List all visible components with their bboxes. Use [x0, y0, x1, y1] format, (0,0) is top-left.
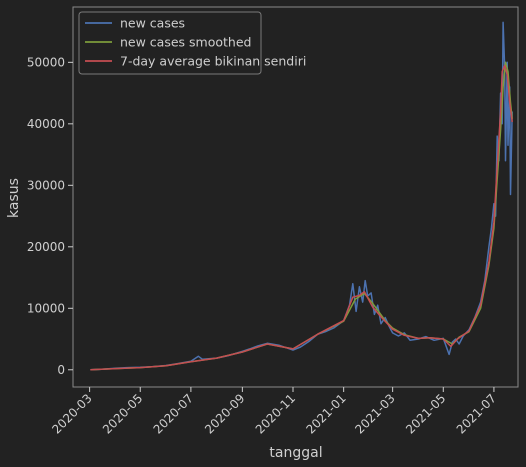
axes-frame: [72, 6, 519, 388]
y-tick-label: 50000: [27, 55, 65, 69]
legend-label: 7-day average bikinan sendiri: [120, 54, 306, 69]
y-tick-label: 0: [57, 363, 65, 377]
y-tick-label: 10000: [27, 301, 65, 315]
series-line-7-day-average-bikinan-sendiri: [90, 64, 513, 371]
y-tick-label: 20000: [27, 240, 65, 254]
x-axis-label: tanggal: [269, 445, 322, 461]
legend-label: new cases: [120, 16, 185, 31]
y-axis-label: kasus: [6, 178, 22, 218]
y-tick-label: 40000: [27, 117, 65, 131]
y-tick-label: 30000: [27, 178, 65, 192]
y-axis: 0 10000 20000 30000 40000 50000: [27, 55, 73, 377]
legend-box: [78, 11, 262, 75]
legend-label: new cases smoothed: [120, 35, 251, 50]
legend: new cases new cases smoothed 7-day average…: [78, 11, 306, 75]
plot-lines: [90, 21, 513, 371]
